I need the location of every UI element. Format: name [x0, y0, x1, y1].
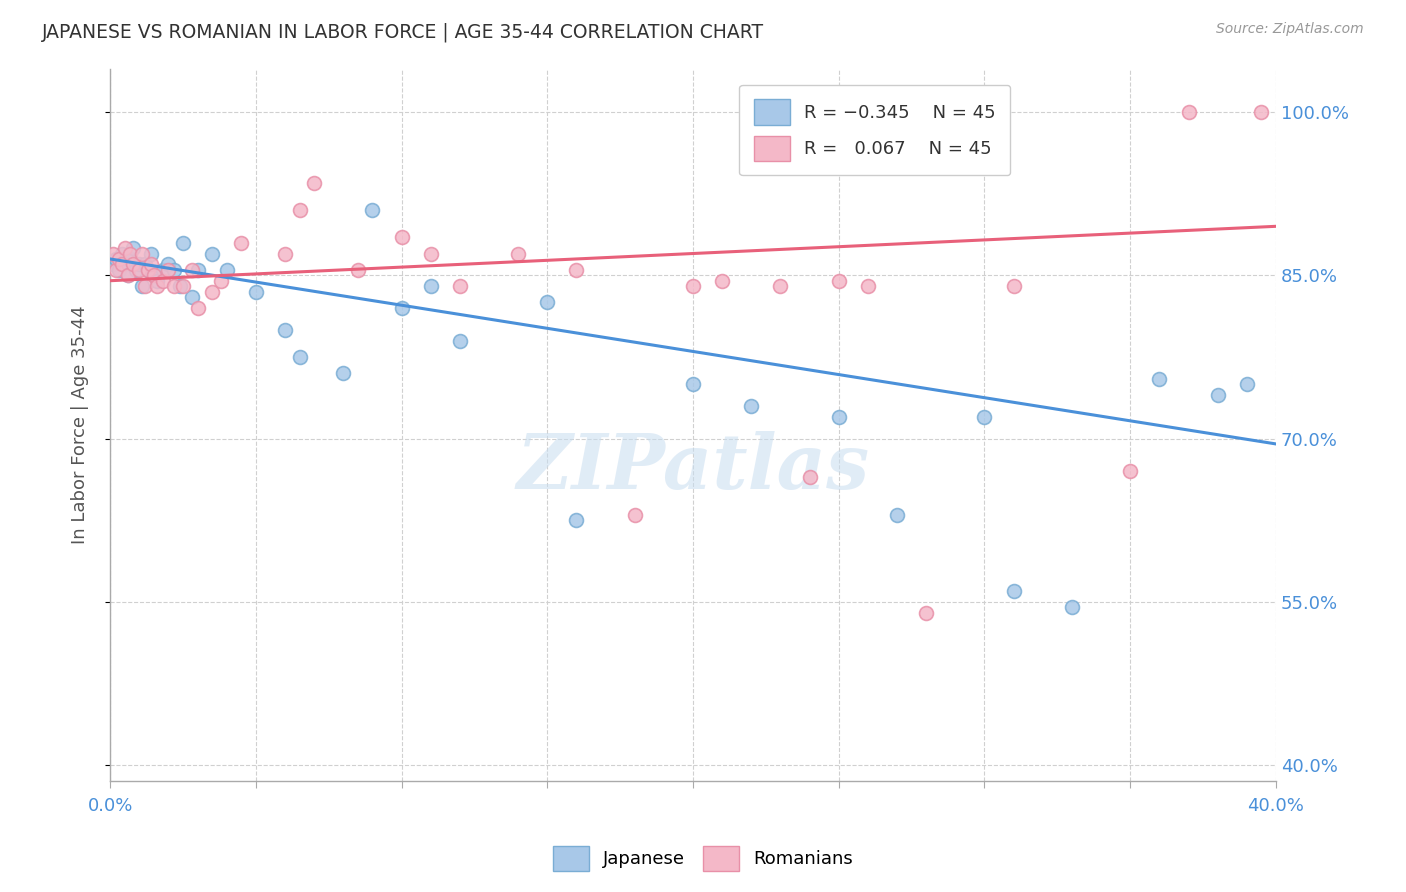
- Point: [288, 350, 311, 364]
- Point: [361, 202, 384, 217]
- Point: [536, 295, 558, 310]
- Point: [828, 274, 851, 288]
- Point: [682, 279, 704, 293]
- Point: [1119, 464, 1142, 478]
- Point: [973, 409, 995, 424]
- Point: [122, 257, 145, 271]
- Point: [215, 263, 238, 277]
- Point: [565, 263, 588, 277]
- Point: [157, 263, 180, 277]
- Point: [101, 257, 124, 271]
- Point: [623, 508, 645, 522]
- Point: [391, 230, 413, 244]
- Point: [231, 235, 253, 250]
- Legend: R = −0.345    N = 45, R =   0.067    N = 45: R = −0.345 N = 45, R = 0.067 N = 45: [740, 85, 1011, 176]
- Point: [125, 263, 148, 277]
- Text: JAPANESE VS ROMANIAN IN LABOR FORCE | AGE 35-44 CORRELATION CHART: JAPANESE VS ROMANIAN IN LABOR FORCE | AG…: [42, 22, 765, 42]
- Point: [114, 257, 136, 271]
- Point: [1250, 105, 1272, 120]
- Point: [131, 279, 153, 293]
- Point: [274, 246, 297, 260]
- Point: [139, 246, 162, 260]
- Point: [104, 252, 127, 266]
- Point: [449, 279, 471, 293]
- Point: [117, 268, 139, 283]
- Point: [163, 263, 186, 277]
- Point: [104, 263, 127, 277]
- Point: [128, 263, 150, 277]
- Point: [682, 377, 704, 392]
- Point: [1177, 105, 1199, 120]
- Point: [114, 241, 136, 255]
- Point: [769, 279, 792, 293]
- Point: [186, 263, 208, 277]
- Legend: Japanese, Romanians: Japanese, Romanians: [546, 838, 860, 879]
- Point: [1002, 279, 1025, 293]
- Point: [209, 274, 232, 288]
- Point: [163, 279, 186, 293]
- Point: [139, 257, 162, 271]
- Point: [346, 263, 368, 277]
- Point: [391, 301, 413, 315]
- Point: [856, 279, 879, 293]
- Point: [1002, 583, 1025, 598]
- Point: [186, 301, 208, 315]
- Point: [828, 409, 851, 424]
- Point: [565, 513, 588, 527]
- Point: [128, 257, 150, 271]
- Point: [449, 334, 471, 348]
- Point: [136, 263, 159, 277]
- Point: [134, 257, 156, 271]
- Point: [152, 263, 174, 277]
- Point: [1060, 600, 1083, 615]
- Point: [1236, 377, 1258, 392]
- Point: [245, 285, 267, 299]
- Point: [886, 508, 908, 522]
- Point: [169, 279, 191, 293]
- Point: [145, 279, 167, 293]
- Point: [180, 290, 202, 304]
- Point: [101, 246, 124, 260]
- Point: [1206, 388, 1229, 402]
- Point: [131, 246, 153, 260]
- Point: [201, 285, 224, 299]
- Point: [111, 257, 134, 271]
- Point: [1149, 371, 1171, 385]
- Point: [117, 268, 139, 283]
- Point: [274, 323, 297, 337]
- Point: [172, 235, 194, 250]
- Point: [740, 399, 762, 413]
- Point: [201, 246, 224, 260]
- Text: ZIPatlas: ZIPatlas: [516, 431, 869, 505]
- Point: [120, 252, 142, 266]
- Point: [180, 263, 202, 277]
- Point: [122, 241, 145, 255]
- Point: [134, 279, 156, 293]
- Point: [142, 268, 165, 283]
- Point: [157, 257, 180, 271]
- Point: [915, 606, 938, 620]
- Point: [419, 279, 441, 293]
- Point: [108, 252, 131, 266]
- Point: [152, 274, 174, 288]
- Point: [302, 176, 325, 190]
- Point: [332, 366, 354, 380]
- Point: [120, 246, 142, 260]
- Point: [142, 268, 165, 283]
- Point: [108, 263, 131, 277]
- Point: [136, 263, 159, 277]
- Point: [111, 246, 134, 260]
- Point: [799, 469, 821, 483]
- Text: Source: ZipAtlas.com: Source: ZipAtlas.com: [1216, 22, 1364, 37]
- Y-axis label: In Labor Force | Age 35-44: In Labor Force | Age 35-44: [72, 306, 89, 544]
- Point: [419, 246, 441, 260]
- Point: [172, 279, 194, 293]
- Point: [145, 274, 167, 288]
- Point: [508, 246, 530, 260]
- Point: [288, 202, 311, 217]
- Point: [711, 274, 734, 288]
